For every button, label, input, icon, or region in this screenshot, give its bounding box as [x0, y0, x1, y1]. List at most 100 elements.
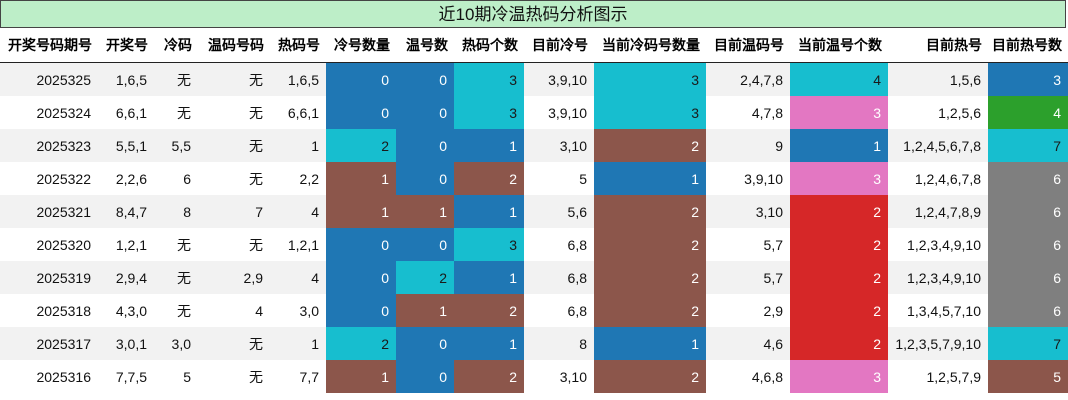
table-cell: 3,9,10: [706, 162, 790, 195]
table-cell: 无: [198, 162, 270, 195]
table-cell: 2: [396, 261, 454, 294]
table-row: 2025318 4,3,0 无 4 3,0 0 1 2 6,8 2 2,9 2 1,3,4,5,7,10…: [0, 294, 1068, 327]
table-cell: 3,9,10: [524, 96, 594, 129]
table-cell: 2,2: [270, 162, 326, 195]
table-cell: 无: [154, 294, 198, 327]
table-cell: 6,6,1: [98, 96, 154, 129]
table-cell: 5: [988, 360, 1068, 393]
table-cell: 1,2,4,6,7,8: [888, 162, 988, 195]
table-cell: 2: [454, 294, 524, 327]
table-cell: 1,2,3,4,9,10: [888, 261, 988, 294]
table-cell: 0: [326, 96, 396, 129]
table-cell: 1: [270, 129, 326, 162]
table-cell: 6: [988, 162, 1068, 195]
table-cell: 3,0,1: [98, 327, 154, 360]
table-cell: 0: [396, 360, 454, 393]
table-cell: 2,9,4: [98, 261, 154, 294]
table-cell: 0: [326, 261, 396, 294]
table-cell: 2: [790, 228, 888, 261]
col-header: 冷码: [154, 28, 198, 63]
table-cell: 6,8: [524, 294, 594, 327]
table-cell: 0: [396, 327, 454, 360]
table-cell: 1,6,5: [270, 62, 326, 96]
table-row: 2025319 2,9,4 无 2,9 4 0 2 1 6,8 2 5,7 2 1,2,3,4,9,10…: [0, 261, 1068, 294]
table-cell: 0: [396, 228, 454, 261]
table-cell: 4: [270, 195, 326, 228]
table-cell: 4: [790, 62, 888, 96]
table-cell: 1,2,4,7,8,9: [888, 195, 988, 228]
table-row: 2025325 1,6,5 无无 1,6,5 0 0 3 3,9,10 3 2,4,7,8 4 1,5…: [0, 62, 1068, 96]
table-cell: 5,7: [706, 228, 790, 261]
table-cell: 7,7,5: [98, 360, 154, 393]
table-cell: 2025324: [0, 96, 98, 129]
table-cell: 2: [790, 261, 888, 294]
table-row: 2025324 6,6,1 无无 6,6,1 0 0 3 3,9,10 3 4,7,8 3 1,2,5…: [0, 96, 1068, 129]
table-cell: 1: [396, 294, 454, 327]
col-header: 温码号码: [198, 28, 270, 63]
table-cell: 无: [154, 228, 198, 261]
table-cell: 6: [154, 162, 198, 195]
table-cell: 2,2,6: [98, 162, 154, 195]
table-cell: 3: [790, 162, 888, 195]
table-cell: 2: [594, 129, 706, 162]
table-cell: 4: [270, 261, 326, 294]
table-cell: 无: [198, 129, 270, 162]
table-cell: 1: [326, 162, 396, 195]
table-cell: 6: [988, 228, 1068, 261]
table-cell: 0: [326, 62, 396, 96]
table-cell: 3,9,10: [524, 62, 594, 96]
table-cell: 1: [594, 162, 706, 195]
table-cell: 2025318: [0, 294, 98, 327]
table-cell: 1,2,5,6: [888, 96, 988, 129]
col-header: 热码号: [270, 28, 326, 63]
table-row: 2025317 3,0,1 3,0 无 1 2 0 1 8 1 4,6 2 1,2,3,5,7,9,10…: [0, 327, 1068, 360]
table-cell: 0: [396, 96, 454, 129]
table-cell: 2: [594, 228, 706, 261]
table-cell: 1,2,4,5,6,7,8: [888, 129, 988, 162]
table-cell: 无: [198, 228, 270, 261]
table-cell: 2: [454, 360, 524, 393]
header-row: 开奖号码期号 开奖号 冷码 温码号码 热码号 冷号数量 温号数 热码个数 目前冷…: [0, 28, 1068, 63]
table-cell: 9: [706, 129, 790, 162]
table-cell: 4,3,0: [98, 294, 154, 327]
table-cell: 2025319: [0, 261, 98, 294]
table-cell: 3,0: [270, 294, 326, 327]
table-cell: 无: [154, 96, 198, 129]
col-header: 当前冷码号数量: [594, 28, 706, 63]
table-cell: 2025322: [0, 162, 98, 195]
table-cell: 2,9: [198, 261, 270, 294]
page-title: 近10期冷温热码分析图示: [0, 0, 1066, 28]
table-cell: 5: [154, 360, 198, 393]
table-cell: 5,5: [154, 129, 198, 162]
table-cell: 3,10: [524, 129, 594, 162]
table-cell: 3: [594, 96, 706, 129]
table-cell: 7: [988, 129, 1068, 162]
table-cell: 3: [790, 360, 888, 393]
table-cell: 2: [790, 195, 888, 228]
table-row: 2025320 1,2,1 无无 1,2,1 0 0 3 6,8 2 5,7 2 1,2,3,4,9,…: [0, 228, 1068, 261]
table-cell: 1: [454, 195, 524, 228]
table-cell: 2025321: [0, 195, 98, 228]
table-cell: 2: [594, 261, 706, 294]
table-cell: 1,2,1: [98, 228, 154, 261]
table-cell: 1,2,1: [270, 228, 326, 261]
table-cell: 无: [198, 96, 270, 129]
table-cell: 4: [988, 96, 1068, 129]
table-cell: 6: [988, 195, 1068, 228]
table-cell: 3,10: [706, 195, 790, 228]
table-row: 2025321 8,4,7 8 7 4 1 1 1 5,6 2 3,10 2 1,2,4,7,8,9 6: [0, 195, 1068, 228]
table-cell: 4,6,8: [706, 360, 790, 393]
analysis-table: 开奖号码期号 开奖号 冷码 温码号码 热码号 冷号数量 温号数 热码个数 目前冷…: [0, 28, 1068, 393]
table-cell: 3: [454, 62, 524, 96]
table-cell: 1: [396, 195, 454, 228]
table-cell: 无: [198, 62, 270, 96]
table-cell: 1: [270, 327, 326, 360]
col-header: 目前冷号: [524, 28, 594, 63]
table-cell: 3,0: [154, 327, 198, 360]
table-cell: 4,6: [706, 327, 790, 360]
table-cell: 1,2,3,4,9,10: [888, 228, 988, 261]
table-cell: 2: [454, 162, 524, 195]
table-cell: 6,6,1: [270, 96, 326, 129]
table-cell: 2: [594, 195, 706, 228]
